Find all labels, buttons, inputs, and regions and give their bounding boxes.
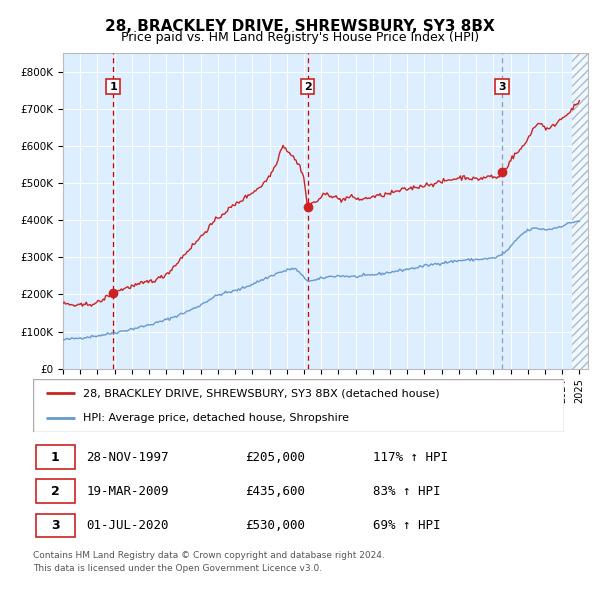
Text: 01-JUL-2020: 01-JUL-2020 [86,519,169,532]
Text: 2: 2 [51,485,59,498]
Text: This data is licensed under the Open Government Licence v3.0.: This data is licensed under the Open Gov… [33,563,322,572]
Bar [572,53,588,369]
Bar [572,53,588,369]
Text: 28, BRACKLEY DRIVE, SHREWSBURY, SY3 8BX (detached house): 28, BRACKLEY DRIVE, SHREWSBURY, SY3 8BX … [83,388,440,398]
Text: 1: 1 [51,451,59,464]
Text: Price paid vs. HM Land Registry's House Price Index (HPI): Price paid vs. HM Land Registry's House … [121,31,479,44]
Text: 2: 2 [304,81,311,91]
Text: 28, BRACKLEY DRIVE, SHREWSBURY, SY3 8BX: 28, BRACKLEY DRIVE, SHREWSBURY, SY3 8BX [105,19,495,34]
Text: 3: 3 [51,519,59,532]
Text: 117% ↑ HPI: 117% ↑ HPI [373,451,448,464]
Text: £435,600: £435,600 [245,485,305,498]
Text: 19-MAR-2009: 19-MAR-2009 [86,485,169,498]
Text: 28-NOV-1997: 28-NOV-1997 [86,451,169,464]
Text: HPI: Average price, detached house, Shropshire: HPI: Average price, detached house, Shro… [83,412,349,422]
FancyBboxPatch shape [35,445,76,469]
Text: 69% ↑ HPI: 69% ↑ HPI [373,519,440,532]
Text: £205,000: £205,000 [245,451,305,464]
Text: 83% ↑ HPI: 83% ↑ HPI [373,485,440,498]
FancyBboxPatch shape [35,513,76,537]
Text: 3: 3 [498,81,506,91]
Text: Contains HM Land Registry data © Crown copyright and database right 2024.: Contains HM Land Registry data © Crown c… [33,550,385,559]
FancyBboxPatch shape [35,480,76,503]
Text: 1: 1 [109,81,117,91]
Text: £530,000: £530,000 [245,519,305,532]
